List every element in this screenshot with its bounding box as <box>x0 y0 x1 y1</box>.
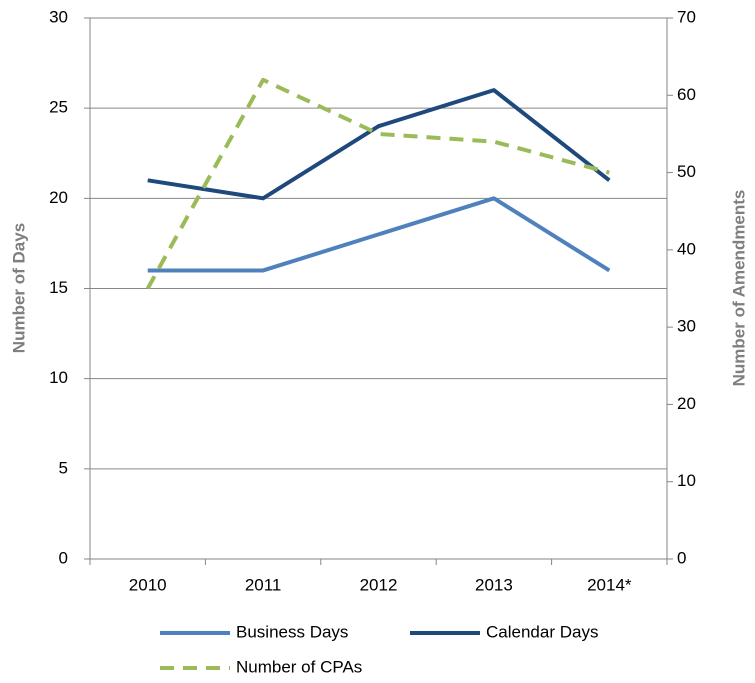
y-tick-label: 30 <box>49 7 68 26</box>
y2-tick-label: 70 <box>677 7 696 26</box>
y2-tick-label: 40 <box>677 239 696 258</box>
y2-tick-label: 60 <box>677 85 696 104</box>
series-line <box>147 196 611 273</box>
y2-tick-label: 50 <box>677 162 696 181</box>
y-tick-label: 15 <box>49 278 68 297</box>
x-tick-label: 2013 <box>475 575 513 594</box>
y-tick-label: 25 <box>49 98 68 117</box>
series-line <box>147 88 611 201</box>
x-tick-label: 2012 <box>360 575 398 594</box>
y-tick-label: 10 <box>49 368 68 387</box>
y-tick-label: 20 <box>49 188 68 207</box>
legend-label: Business Days <box>236 622 348 641</box>
series-line <box>145 77 610 290</box>
x-tick-label: 2011 <box>245 575 282 594</box>
legend-label: Number of CPAs <box>236 657 362 676</box>
y2-axis-title: Number of Amendments <box>729 190 748 387</box>
legend-label: Calendar Days <box>486 622 598 641</box>
y2-tick-label: 10 <box>677 471 696 490</box>
y2-tick-label: 20 <box>677 394 696 413</box>
x-tick-label: 2010 <box>129 575 167 594</box>
y2-tick-label: 0 <box>677 548 686 567</box>
y-tick-label: 5 <box>59 458 68 477</box>
y-axis-title: Number of Days <box>9 223 28 353</box>
x-tick-label: 2014* <box>587 575 632 594</box>
y2-tick-label: 30 <box>677 317 696 336</box>
y-tick-label: 0 <box>59 548 68 567</box>
